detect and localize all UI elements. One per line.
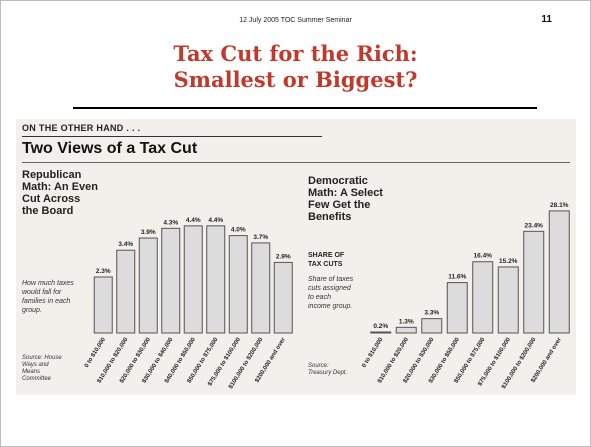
data-label: 0.2% xyxy=(373,323,388,330)
data-label: 23.4% xyxy=(525,222,544,229)
clipping-kicker: ON THE OTHER HAND . . . xyxy=(22,123,141,133)
right-source-line: Source: xyxy=(308,363,329,369)
bar xyxy=(183,225,203,334)
right-title-line: Benefits xyxy=(308,211,352,223)
left-source-line: Means xyxy=(22,369,41,375)
left-subtitle-line: would fall for xyxy=(22,289,62,296)
right-chart-subtitle: Share of taxes cuts assigned to each inc… xyxy=(308,275,353,311)
data-label: 3.4% xyxy=(118,241,133,248)
data-label: 4.0% xyxy=(231,227,246,234)
left-subtitle-line: How much taxes xyxy=(22,280,74,287)
data-label: 3.9% xyxy=(141,229,156,236)
left-source-line: Source: House xyxy=(22,355,62,361)
bar xyxy=(228,235,248,334)
bar xyxy=(206,225,226,334)
data-label: 4.4% xyxy=(208,217,223,224)
left-title-line: the Board xyxy=(22,205,74,217)
left-chart-title: Republican Math: An Even Cut Across the … xyxy=(22,169,98,217)
bar xyxy=(548,210,570,334)
kicker-divider xyxy=(22,136,322,137)
left-chart-source: Source: House Ways and Means Committee xyxy=(22,355,62,383)
slide-number: 11 xyxy=(541,14,552,25)
right-subtitle-line: to each xyxy=(308,294,331,301)
newspaper-clipping: ON THE OTHER HAND . . . Two Views of a T… xyxy=(16,119,576,395)
left-subtitle-line: families in each xyxy=(22,298,71,305)
clipping-heading: Two Views of a Tax Cut xyxy=(22,140,198,157)
left-title-line: Cut Across xyxy=(22,193,81,205)
left-source-line: Ways and xyxy=(22,362,49,368)
category-label: 0 to $10,000 xyxy=(84,336,107,369)
left-title-line: Math: An Even xyxy=(22,181,98,193)
right-title-line: Democratic xyxy=(308,175,368,187)
bar xyxy=(273,261,293,334)
left-title-line: Republican xyxy=(22,169,82,181)
data-label: 28.1% xyxy=(550,202,569,209)
data-label: 4.3% xyxy=(163,219,178,226)
category-label: $200,000 and over xyxy=(530,336,563,384)
data-label: 16.4% xyxy=(474,253,493,260)
bar xyxy=(370,331,392,334)
data-label: 11.6% xyxy=(448,274,466,281)
bar xyxy=(421,318,443,334)
data-label: 15.2% xyxy=(499,258,518,265)
left-subtitle-line: group. xyxy=(22,307,42,314)
right-subtitle-line: Share of taxes xyxy=(308,276,354,283)
right-chart-title: Democratic Math: A Select Few Get the Be… xyxy=(308,175,383,223)
slide-header: 12 July 2005 TOC Summer Seminar xyxy=(239,17,352,24)
bar xyxy=(251,242,271,334)
left-source-line: Committee xyxy=(22,376,52,382)
slide-title: Tax Cut for the Rich: Smallest or Bigges… xyxy=(1,41,590,93)
data-label: 3.7% xyxy=(253,234,268,241)
right-title-line: Few Get the xyxy=(308,199,371,211)
right-label-line: TAX CUTS xyxy=(308,261,343,268)
slide-title-line-2: Smallest or Biggest? xyxy=(173,67,418,92)
bar xyxy=(395,326,417,334)
bar xyxy=(497,266,519,334)
left-chart-subtitle: How much taxes would fall for families i… xyxy=(22,279,74,315)
right-label-line: SHARE OF xyxy=(308,252,345,259)
heading-divider xyxy=(22,162,570,163)
data-label: 2.9% xyxy=(276,253,291,260)
right-chart-label: SHARE OF TAX CUTS xyxy=(308,251,344,269)
bar xyxy=(93,276,113,334)
bar xyxy=(446,282,468,334)
bar xyxy=(116,249,136,334)
right-title-line: Math: A Select xyxy=(308,187,383,199)
right-source-line: Treasury Dept. xyxy=(308,370,348,376)
data-label: 1.3% xyxy=(399,318,414,325)
slide-title-line-1: Tax Cut for the Rich: xyxy=(173,41,418,66)
title-divider xyxy=(73,107,537,109)
data-label: 2.3% xyxy=(96,268,111,275)
bar xyxy=(161,227,181,334)
right-subtitle-line: cuts assigned xyxy=(308,285,351,292)
right-chart-source: Source: Treasury Dept. xyxy=(308,363,347,377)
data-label: 3.3% xyxy=(424,310,439,317)
category-label: 0 to $10,000 xyxy=(361,336,384,369)
right-subtitle-line: income group. xyxy=(308,303,353,310)
bar xyxy=(523,230,545,334)
data-label: 4.4% xyxy=(186,217,201,224)
bar xyxy=(472,261,494,334)
bar xyxy=(138,237,158,334)
